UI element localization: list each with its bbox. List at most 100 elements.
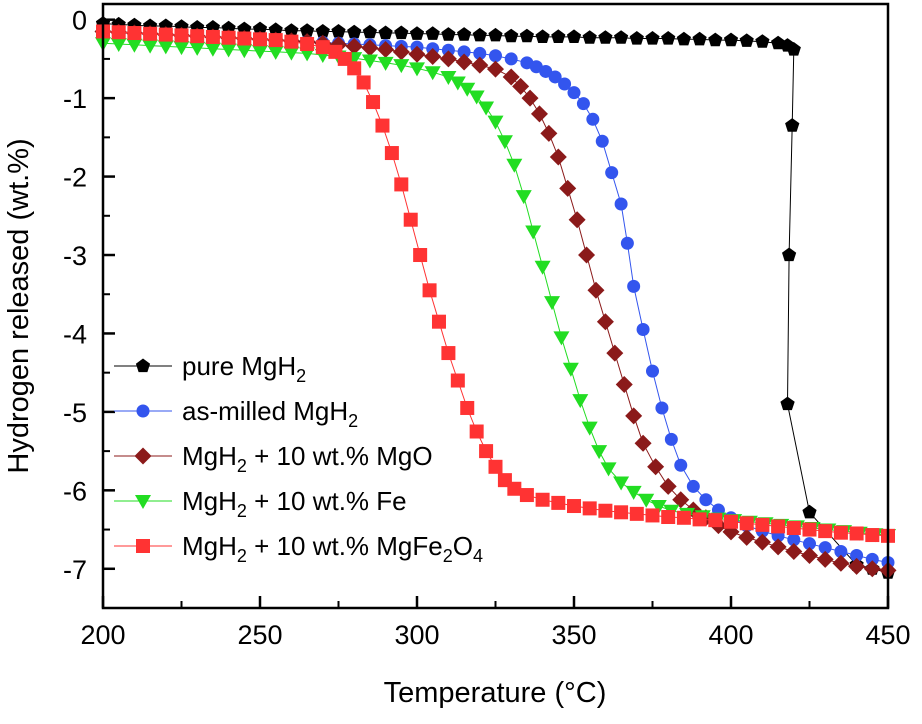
data-point bbox=[384, 146, 399, 161]
x-tick-label: 300 bbox=[394, 620, 439, 650]
data-point bbox=[544, 296, 561, 311]
data-point bbox=[863, 560, 881, 578]
y-tick-label: 0 bbox=[72, 6, 87, 36]
data-point bbox=[361, 54, 378, 69]
data-point bbox=[409, 62, 425, 77]
data-point bbox=[559, 179, 577, 197]
x-tick-label: 200 bbox=[80, 620, 125, 650]
data-point bbox=[595, 134, 609, 148]
x-axis-title: Temperature (°C) bbox=[384, 677, 607, 709]
data-point bbox=[512, 77, 530, 95]
data-point bbox=[413, 248, 428, 263]
data-point bbox=[489, 49, 502, 63]
data-point bbox=[818, 541, 832, 555]
legend: pure MgH2 as-milled MgH2 MgH2 + 10 wt.% Mg… bbox=[114, 351, 483, 566]
data-point bbox=[613, 476, 630, 491]
data-point bbox=[627, 279, 641, 293]
x-tick-label: 250 bbox=[237, 620, 282, 650]
data-point bbox=[424, 66, 441, 81]
data-point bbox=[450, 373, 465, 388]
data-point bbox=[331, 24, 346, 38]
data-point bbox=[459, 82, 476, 97]
data-point bbox=[865, 528, 880, 543]
data-point bbox=[126, 38, 143, 53]
data-point bbox=[487, 115, 504, 130]
data-point bbox=[540, 124, 558, 142]
y-tick-label: -5 bbox=[63, 398, 87, 428]
data-point bbox=[832, 554, 850, 572]
data-point bbox=[576, 97, 590, 111]
data-point bbox=[142, 39, 159, 54]
data-point bbox=[771, 519, 786, 534]
x-tick-label: 350 bbox=[551, 620, 596, 650]
data-point bbox=[629, 506, 644, 521]
data-point bbox=[738, 528, 756, 546]
data-point bbox=[534, 260, 551, 275]
data-point bbox=[472, 27, 487, 42]
data-point bbox=[755, 517, 770, 532]
data-point bbox=[220, 43, 237, 58]
data-point bbox=[615, 375, 633, 393]
data-point bbox=[659, 477, 677, 495]
data-point bbox=[507, 481, 522, 496]
y-tick-label: -4 bbox=[63, 319, 87, 349]
data-point bbox=[473, 46, 487, 60]
data-point bbox=[692, 31, 707, 46]
legend-label: as-milled MgH2 bbox=[182, 396, 358, 431]
data-point bbox=[676, 31, 691, 46]
data-point bbox=[605, 166, 619, 180]
data-point bbox=[672, 491, 690, 509]
data-point bbox=[347, 61, 362, 76]
legend-item-as-milled-mgh2: as-milled MgH2 bbox=[114, 396, 358, 431]
data-point bbox=[441, 27, 456, 41]
data-point bbox=[780, 396, 795, 411]
data-point bbox=[519, 28, 534, 43]
data-point bbox=[786, 520, 801, 535]
data-point bbox=[478, 101, 495, 116]
data-point bbox=[551, 495, 566, 510]
data-point bbox=[361, 39, 379, 57]
data-point bbox=[849, 526, 864, 541]
y-tick-label: -7 bbox=[63, 555, 87, 585]
data-point bbox=[143, 26, 158, 41]
data-point bbox=[581, 421, 598, 436]
data-point bbox=[699, 493, 713, 507]
data-point bbox=[496, 135, 513, 150]
data-point bbox=[440, 70, 457, 85]
data-point bbox=[441, 43, 455, 57]
data-point bbox=[850, 548, 864, 562]
data-point bbox=[378, 25, 393, 40]
data-point bbox=[582, 501, 597, 516]
data-point bbox=[551, 29, 566, 43]
data-point bbox=[366, 95, 381, 110]
data-point bbox=[620, 236, 634, 250]
data-point bbox=[647, 458, 665, 476]
data-point bbox=[535, 29, 550, 43]
data-point bbox=[568, 211, 586, 229]
data-point bbox=[506, 158, 523, 173]
data-point bbox=[586, 112, 600, 126]
data-point bbox=[267, 45, 284, 60]
data-point bbox=[127, 26, 142, 41]
data-point bbox=[504, 28, 519, 43]
legend-marker bbox=[135, 358, 151, 373]
legend-label: pure MgH2 bbox=[182, 351, 306, 386]
data-point bbox=[723, 32, 739, 47]
x-tick-label: 400 bbox=[708, 620, 753, 650]
data-point bbox=[676, 510, 691, 525]
data-point bbox=[578, 246, 596, 264]
data-point bbox=[237, 31, 252, 46]
data-point bbox=[553, 331, 570, 346]
data-point bbox=[708, 513, 723, 528]
data-point bbox=[479, 444, 494, 459]
data-point bbox=[661, 510, 676, 525]
data-point bbox=[441, 346, 456, 361]
data-point bbox=[431, 314, 446, 329]
data-point bbox=[755, 34, 770, 48]
data-point bbox=[315, 24, 330, 38]
data-point bbox=[190, 29, 205, 44]
data-point bbox=[833, 525, 848, 540]
legend-label: MgH2 + 10 wt.% MgO bbox=[182, 441, 433, 476]
data-point bbox=[753, 533, 771, 551]
data-point bbox=[562, 362, 579, 377]
